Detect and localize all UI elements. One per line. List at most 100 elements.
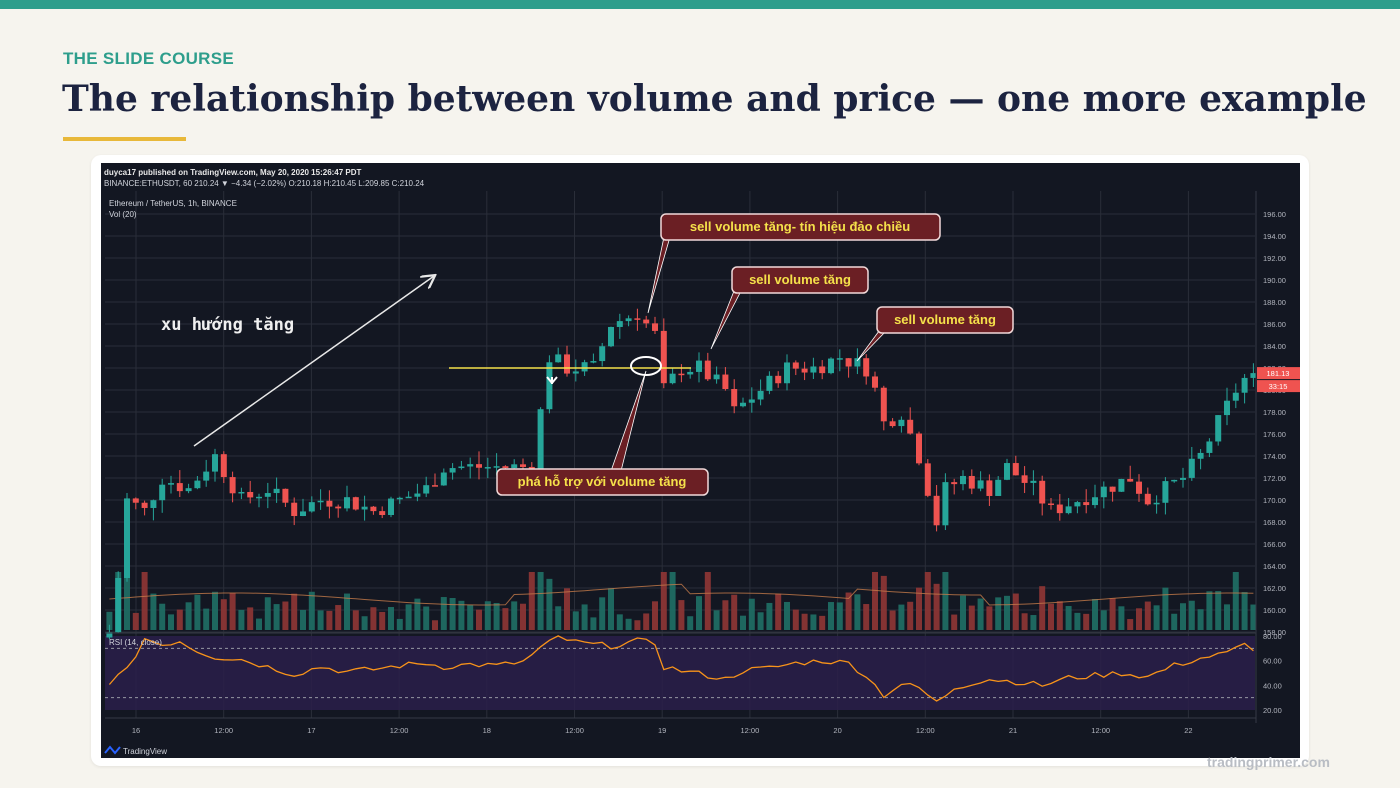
volume-bar — [1215, 591, 1222, 630]
volume-bar — [687, 616, 694, 630]
bear-candle — [352, 497, 359, 510]
time-tick-label: 22 — [1184, 726, 1192, 735]
bull-candle — [317, 500, 324, 503]
volume-bar — [1083, 613, 1090, 630]
callout-1-box — [660, 213, 941, 241]
bear-candle — [1109, 486, 1116, 492]
volume-bar — [608, 588, 614, 630]
bear-candle — [731, 389, 738, 407]
rsi-pane — [105, 635, 1255, 702]
callout-4-text: phá hỗ trợ với volume tăng — [518, 474, 687, 489]
bear-candle — [652, 323, 658, 331]
bear-candle — [643, 319, 650, 324]
bear-candle — [872, 376, 878, 388]
bull-candle — [766, 375, 773, 391]
volume-bar — [907, 601, 914, 630]
bear-candle — [863, 358, 870, 377]
rsi-tick-label: 20.00 — [1263, 706, 1282, 715]
price-tick-label: 196.00 — [1263, 210, 1286, 219]
bull-candle — [1241, 377, 1248, 393]
slide-title: The relationship between volume and pric… — [62, 78, 1367, 120]
volume-bar — [933, 583, 940, 630]
price-candles — [106, 308, 1257, 640]
callout-2-pointer — [710, 290, 742, 350]
volume-bar — [880, 575, 887, 630]
grid-lines — [105, 191, 1255, 718]
bull-candle — [1180, 477, 1186, 480]
bull-candle — [256, 496, 262, 499]
volume-ma-line — [109, 583, 1254, 606]
bull-candle — [608, 326, 614, 347]
volume-bar — [696, 596, 702, 630]
volume-bar — [194, 594, 201, 630]
bear-candle — [634, 318, 641, 320]
symbol-line: BINANCE:ETHUSDT, 60 210.24 ▼ −4.34 (−2.0… — [104, 179, 425, 188]
volume-bar — [317, 610, 324, 630]
price-axis: 196.00 194.00 192.00 190.00 188.00 186.00 184.… — [105, 191, 1300, 735]
volume-bar — [493, 602, 500, 630]
bull-candle — [1074, 502, 1081, 507]
bull-candle — [203, 471, 210, 481]
volume-bar — [449, 598, 456, 630]
bear-candle — [924, 463, 931, 496]
volume-bar — [678, 600, 685, 630]
volume-bar — [836, 602, 843, 630]
volume-bar — [740, 615, 746, 630]
breakdown-circle — [630, 356, 662, 376]
volume-bar — [748, 598, 755, 630]
volume-bar — [660, 572, 667, 630]
bull-candle — [616, 321, 623, 327]
tradingview-logo-text: TradingView — [123, 747, 167, 756]
volume-bar — [757, 612, 764, 630]
bull-candle — [581, 362, 588, 372]
time-tick-label: 19 — [658, 726, 666, 735]
bear-candle — [370, 506, 377, 512]
bull-candle — [168, 483, 174, 485]
bull-candle — [836, 358, 843, 360]
bear-candle — [335, 506, 342, 509]
bear-candle — [220, 454, 227, 478]
volume-bar — [555, 606, 562, 630]
bull-candle — [740, 402, 746, 407]
bull-candle — [264, 493, 271, 497]
bear-candle — [291, 502, 298, 517]
volume-bar — [872, 572, 878, 630]
publisher-line: duyca17 published on TradingView.com, Ma… — [104, 168, 362, 177]
bear-candle — [819, 366, 826, 374]
top-accent-bar — [0, 0, 1400, 9]
volume-bar — [132, 612, 139, 630]
bull-candle — [1162, 481, 1169, 503]
callout-1-text: sell volume tăng- tín hiệu đảo chiều — [690, 219, 910, 234]
rsi-tick-label: 80.00 — [1263, 632, 1282, 641]
volume-bar — [185, 602, 192, 630]
bear-candle — [986, 480, 993, 496]
bull-candle — [150, 500, 157, 508]
bull-candle — [212, 454, 218, 472]
price-tick-label: 192.00 — [1263, 254, 1286, 263]
volume-bar — [467, 604, 474, 630]
volume-bar — [1171, 613, 1178, 630]
bull-candle — [238, 491, 245, 494]
bear-candle — [564, 354, 570, 374]
last-price-label: 181.13 — [1267, 369, 1290, 378]
bull-candle — [185, 488, 192, 492]
bull-candle — [414, 493, 421, 497]
bull-candle — [511, 464, 518, 469]
volume-bar — [1206, 591, 1213, 630]
bull-candle — [423, 485, 430, 494]
bear-candle — [801, 368, 808, 373]
up-arrow-icon — [546, 376, 558, 384]
volume-bar — [792, 609, 799, 630]
time-tick-label: 21 — [1009, 726, 1017, 735]
volume-bar — [150, 593, 157, 630]
volume-bar — [159, 603, 166, 630]
bull-candle — [308, 502, 315, 512]
time-tick-label: 12:00 — [390, 726, 409, 735]
bull-candle — [1224, 400, 1230, 416]
bull-candle — [713, 374, 720, 380]
bear-candle — [1136, 481, 1142, 494]
volume-bar — [396, 618, 403, 630]
bull-candle — [977, 480, 984, 489]
price-tick-label: 158.00 — [1263, 628, 1286, 637]
volume-bar — [643, 613, 650, 630]
